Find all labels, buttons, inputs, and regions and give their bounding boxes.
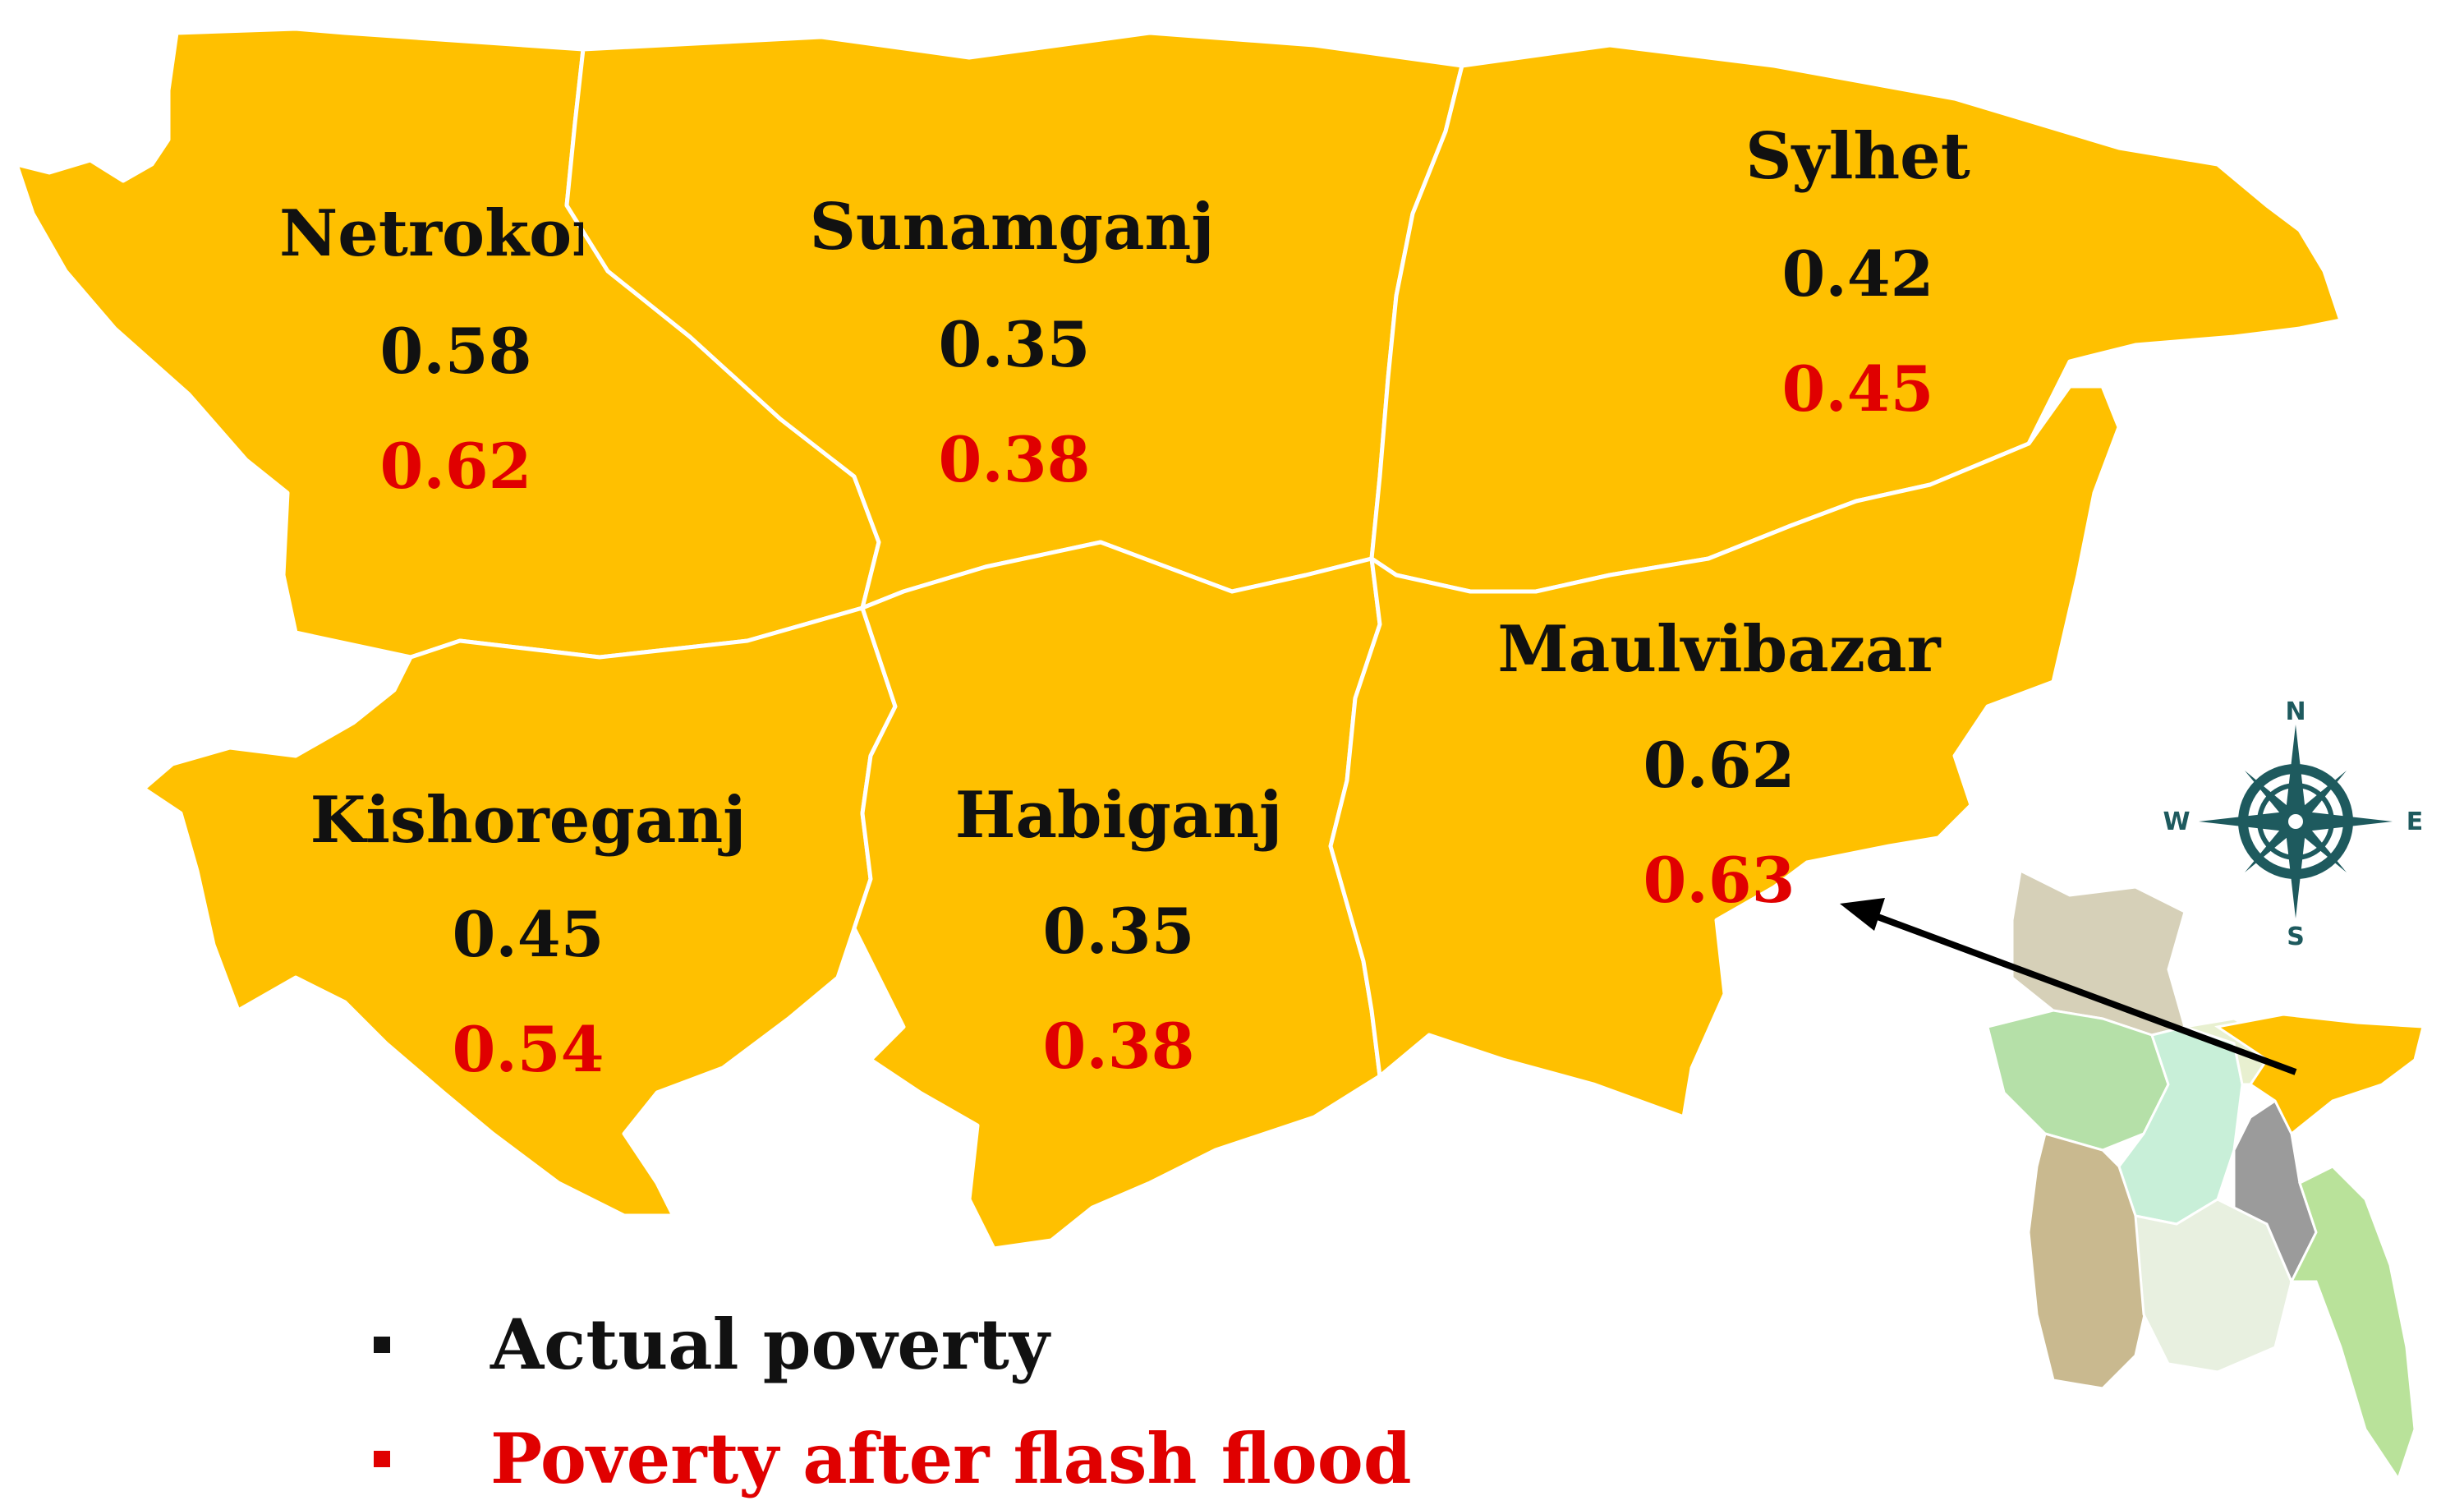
compass-s-label: S <box>2287 923 2305 951</box>
actual-poverty-kishoreganj: 0.45 <box>452 898 605 971</box>
actual-poverty-maulvibazar: 0.62 <box>1643 729 1795 802</box>
inset-region-sylhet-highlight <box>2214 1013 2425 1136</box>
district-maulvibazar <box>1328 384 2122 1120</box>
legend-bullet-actual <box>374 1337 390 1353</box>
legend-label-after-flood: Poverty after flash flood <box>490 1418 1412 1499</box>
flood-poverty-sylhet: 0.45 <box>1781 352 1934 426</box>
compass-w-label: W <box>2163 808 2190 836</box>
inset-region-west <box>1986 1009 2170 1152</box>
district-name-netrokona: Netrokon <box>279 202 583 266</box>
locator-arrow <box>1840 898 2297 1075</box>
district-name-sunamganj: Sunamganj <box>809 190 1215 265</box>
flood-poverty-sunamganj: 0.38 <box>938 423 1091 496</box>
district-habiganj <box>852 540 1382 1251</box>
inset-bangladesh-map <box>1986 868 2425 1482</box>
flood-poverty-kishoreganj: 0.54 <box>452 1013 605 1086</box>
actual-poverty-habiganj: 0.35 <box>1042 895 1195 968</box>
inset-region-southwest <box>2027 1132 2154 1390</box>
compass-n-label: N <box>2285 697 2305 726</box>
actual-poverty-sunamganj: 0.35 <box>938 308 1091 381</box>
inset-region-southeast <box>2289 1165 2416 1482</box>
flood-poverty-netrokona: 0.62 <box>379 430 532 503</box>
legend-item-after-flood: Poverty after flash flood <box>374 1424 1412 1493</box>
compass-rose: N S E W <box>2163 697 2423 951</box>
district-name-kishoreganj: Kishoreganj <box>310 783 747 858</box>
inset-region-south <box>2134 1198 2293 1374</box>
district-name-maulvibazar: Maulvibazar <box>1497 612 1941 687</box>
flood-poverty-habiganj: 0.38 <box>1042 1010 1195 1083</box>
legend-item-actual: Actual poverty <box>374 1310 1050 1379</box>
flood-poverty-maulvibazar: 0.63 <box>1643 844 1795 917</box>
inset-region-north <box>2011 868 2186 1037</box>
compass-e-label: E <box>2407 808 2424 836</box>
district-name-habiganj: Habiganj <box>954 778 1283 853</box>
actual-poverty-netrokona: 0.58 <box>379 315 532 388</box>
district-name-sylhet: Sylhet <box>1745 119 1970 194</box>
legend-bullet-after-flood <box>374 1451 390 1467</box>
legend-label-actual: Actual poverty <box>490 1304 1050 1385</box>
actual-poverty-sylhet: 0.42 <box>1781 237 1934 311</box>
